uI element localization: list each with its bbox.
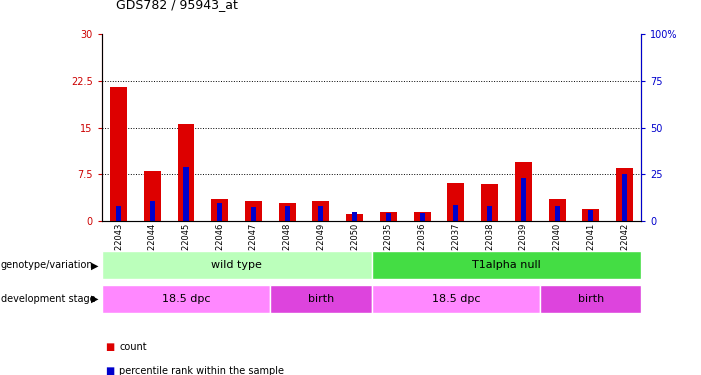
Bar bbox=[540, 285, 641, 313]
Bar bbox=[285, 206, 290, 221]
Text: ▶: ▶ bbox=[91, 260, 99, 270]
Text: wild type: wild type bbox=[211, 260, 262, 270]
Bar bbox=[481, 184, 498, 221]
Bar bbox=[372, 251, 641, 279]
Bar bbox=[588, 210, 593, 221]
Bar bbox=[352, 212, 358, 221]
Text: 18.5 dpc: 18.5 dpc bbox=[432, 294, 480, 304]
Bar bbox=[346, 214, 363, 221]
Text: count: count bbox=[119, 342, 147, 352]
Bar bbox=[110, 87, 127, 221]
Bar bbox=[549, 200, 566, 221]
Text: percentile rank within the sample: percentile rank within the sample bbox=[119, 366, 284, 375]
Bar bbox=[454, 206, 458, 221]
Bar bbox=[245, 201, 262, 221]
Bar bbox=[211, 200, 228, 221]
Bar bbox=[318, 206, 323, 221]
Text: birth: birth bbox=[578, 294, 604, 304]
Text: GDS782 / 95943_at: GDS782 / 95943_at bbox=[116, 0, 238, 11]
Bar bbox=[279, 202, 296, 221]
Bar bbox=[150, 201, 155, 221]
Bar bbox=[102, 251, 372, 279]
Bar bbox=[380, 212, 397, 221]
Bar bbox=[386, 213, 391, 221]
Text: ▶: ▶ bbox=[91, 294, 99, 304]
Bar bbox=[177, 124, 194, 221]
Bar bbox=[521, 178, 526, 221]
Bar bbox=[414, 212, 430, 221]
Bar bbox=[251, 207, 256, 221]
Text: 18.5 dpc: 18.5 dpc bbox=[162, 294, 210, 304]
Bar bbox=[583, 209, 599, 221]
Text: ■: ■ bbox=[105, 342, 114, 352]
Bar bbox=[372, 285, 540, 313]
Bar bbox=[554, 206, 559, 221]
Bar bbox=[447, 183, 464, 221]
Bar bbox=[616, 168, 633, 221]
Bar bbox=[313, 201, 329, 221]
Bar bbox=[116, 206, 121, 221]
Bar bbox=[515, 162, 532, 221]
Bar bbox=[622, 174, 627, 221]
Text: ■: ■ bbox=[105, 366, 114, 375]
Text: genotype/variation: genotype/variation bbox=[1, 260, 93, 270]
Bar bbox=[217, 203, 222, 221]
Bar bbox=[487, 206, 492, 221]
Bar bbox=[144, 171, 161, 221]
Text: development stage: development stage bbox=[1, 294, 95, 304]
Text: T1alpha null: T1alpha null bbox=[472, 260, 541, 270]
Bar bbox=[420, 213, 425, 221]
Bar bbox=[102, 285, 271, 313]
Bar bbox=[184, 167, 189, 221]
Bar bbox=[271, 285, 372, 313]
Text: birth: birth bbox=[308, 294, 334, 304]
